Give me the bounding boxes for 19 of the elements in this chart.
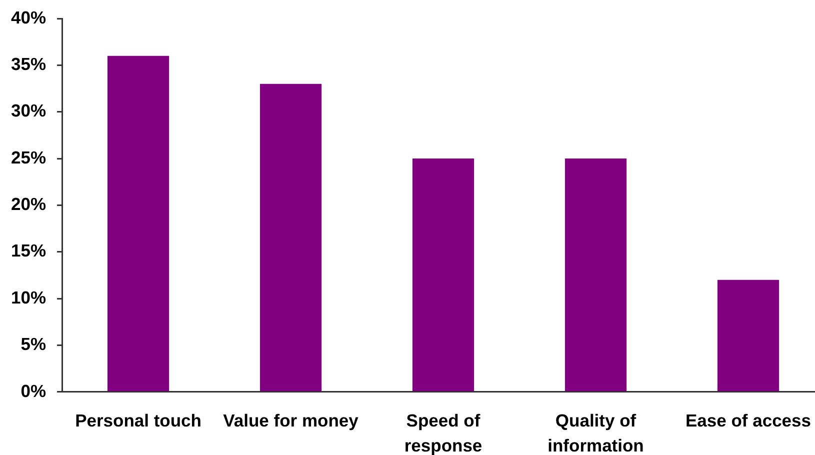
bar [564,158,627,392]
y-tick-label: 5% [20,334,46,354]
bar [717,280,780,392]
y-tick-label: 25% [10,147,46,168]
y-tick-label: 35% [10,54,46,74]
x-tick-label: Ease of access [685,410,812,430]
bar [260,84,322,392]
y-tick-label: 0% [20,380,46,401]
x-tick-label: Speed of response [404,410,482,455]
y-tick-label: 10% [10,287,46,308]
x-tick-label: Personal touch [75,410,202,430]
y-tick-label: 30% [10,100,46,121]
bar [412,158,474,392]
y-tick-label: 40% [10,7,46,28]
bar [107,56,170,392]
x-tick-label: Value for money [223,410,359,430]
y-tick-label: 20% [10,194,46,214]
y-tick-label: 15% [10,240,46,261]
x-tick-label: Quality of information [548,410,644,455]
